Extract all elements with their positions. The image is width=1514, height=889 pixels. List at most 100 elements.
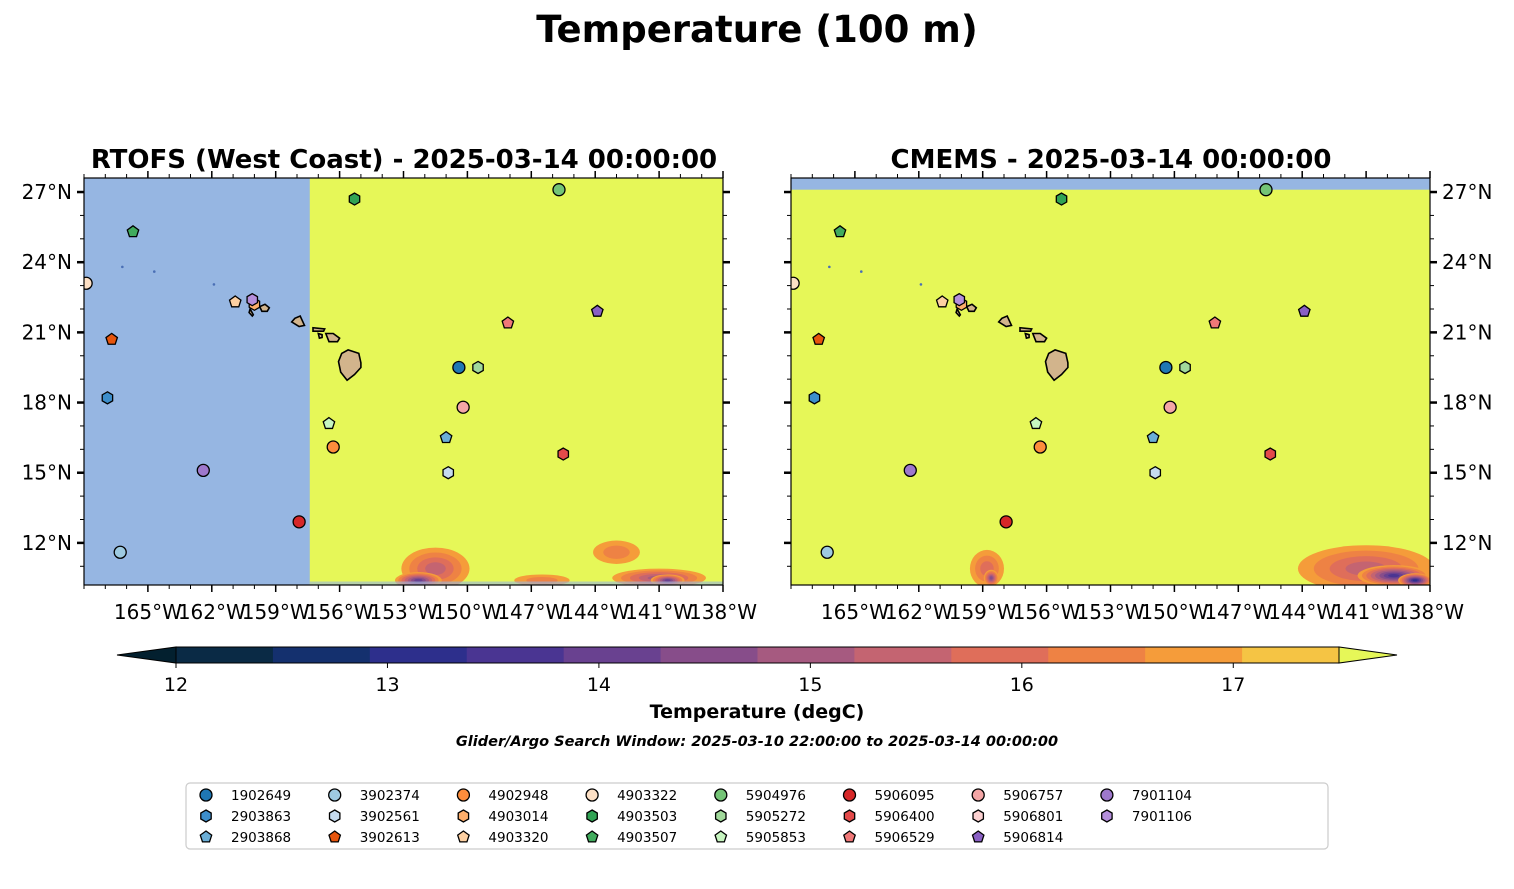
island: [1031, 332, 1048, 343]
island: [1024, 332, 1030, 340]
no-data-region: [84, 178, 310, 585]
panel-right-title: CMEMS - 2025-03-14 00:00:00: [891, 145, 1332, 175]
colorbar-segment: [951, 647, 1049, 663]
islet: [121, 265, 124, 269]
y-tick-label: 27°N: [1442, 180, 1492, 204]
colorbar-frame: [175, 646, 1340, 664]
y-tick-label: 21°N: [1442, 320, 1492, 344]
platform-marker-5906529: [501, 316, 515, 329]
legend-label-5906095: 5906095: [875, 788, 935, 804]
legend-marker-4903507: [585, 830, 599, 843]
colorbar-tick-label: 14: [587, 674, 611, 696]
y-tick-label: 24°N: [22, 250, 72, 274]
legend-marker-5906529: [843, 830, 856, 843]
platform-marker-4903503: [1055, 192, 1068, 206]
legend-label-2903863: 2903863: [231, 809, 291, 825]
platform-marker-5906814: [590, 304, 604, 317]
legend-label-4903322: 4903322: [617, 788, 677, 804]
legend-label-5906801: 5906801: [1003, 809, 1063, 825]
legend-marker-4903322: [585, 788, 599, 802]
colorbar-segment: [176, 647, 274, 663]
platform-marker-5906757: [456, 400, 470, 414]
legend-marker-4903320: [456, 830, 470, 843]
legend-label-3902613: 3902613: [360, 830, 420, 846]
x-tick-label: 141°W: [625, 600, 693, 624]
y-tick-label: 21°N: [22, 320, 72, 344]
legend-marker-3902561: [328, 809, 341, 823]
platform-marker-4903507: [833, 224, 847, 238]
islet: [919, 283, 923, 286]
platform-marker-7901104: [903, 463, 917, 478]
y-tick-label: 18°N: [22, 391, 72, 415]
x-tick-label: 138°W: [1396, 600, 1464, 624]
legend-label-5906400: 5906400: [875, 809, 935, 825]
legend-label-5904976: 5904976: [746, 788, 806, 804]
colorbar-segment: [1048, 647, 1146, 663]
colorbar-tick-label: 16: [1010, 674, 1034, 696]
platform-marker-4902948: [1033, 440, 1047, 454]
platform-marker-5906095: [292, 515, 306, 529]
platform-marker-2903863: [101, 391, 114, 405]
platform-marker-5906757: [1163, 400, 1177, 414]
platform-marker-5904976: [552, 183, 566, 197]
platform-marker-5906814: [1297, 304, 1311, 317]
platform-marker-3902613: [812, 332, 826, 345]
island: [258, 303, 271, 313]
colorbar-tick-label: 15: [798, 674, 822, 696]
platform-marker-4903320: [228, 295, 242, 308]
platform-marker-3902561: [1149, 465, 1162, 480]
y-tick-label: 15°N: [22, 461, 72, 485]
platform-marker-5906095: [999, 515, 1013, 529]
temperature-field: [791, 178, 1430, 585]
colorbar-segment: [272, 647, 371, 663]
platform-marker-7901104: [196, 463, 210, 478]
legend-label-4902948: 4902948: [488, 788, 548, 804]
legend-label-5906757: 5906757: [1003, 788, 1063, 804]
island: [248, 306, 255, 318]
platform-marker-1902649: [1159, 360, 1173, 375]
legend-marker-4903014: [457, 809, 470, 823]
platform-marker-3902561: [442, 465, 455, 480]
islet: [152, 270, 156, 273]
legend-marker-5906095: [842, 788, 857, 802]
legend-marker-2903863: [200, 809, 212, 823]
x-tick-label: 156°W: [306, 600, 374, 624]
x-tick-label: 165°W: [821, 600, 889, 624]
island: [965, 303, 978, 313]
platform-marker-7901106: [953, 292, 966, 307]
colorbar-segment: [563, 647, 662, 663]
x-tick-label: 150°W: [433, 600, 501, 624]
contour-patch: [1412, 579, 1418, 582]
no-data-region: [791, 178, 1430, 190]
contour-patch: [425, 562, 446, 575]
contour-patch: [664, 579, 671, 582]
island: [324, 332, 341, 343]
x-tick-label: 144°W: [561, 600, 629, 624]
panel-left-title: RTOFS (West Coast) - 2025-03-14 00:00:00: [91, 145, 717, 175]
island: [955, 306, 962, 318]
colorbar: 12 13 14 15 16 17: [116, 646, 1398, 696]
legend-label-3902561: 3902561: [360, 809, 420, 825]
islet: [212, 283, 216, 286]
legend-label-5906529: 5906529: [875, 830, 935, 846]
platform-marker-4902948: [326, 440, 340, 454]
x-tick-label: 153°W: [370, 600, 438, 624]
legend-marker-5904976: [714, 788, 728, 802]
x-tick-label: 159°W: [242, 600, 310, 624]
x-tick-label: 165°W: [114, 600, 182, 624]
colorbar-extend-high: [1338, 646, 1398, 664]
legend-label-5905272: 5905272: [746, 809, 806, 825]
colorbar-segment: [757, 647, 855, 663]
colorbar-tick-label: 17: [1221, 674, 1245, 696]
y-tick-label: 12°N: [22, 531, 72, 555]
legend-label-4903507: 4903507: [617, 830, 677, 846]
y-tick-label: 12°N: [1442, 531, 1492, 555]
platform-marker-5906400: [557, 447, 570, 461]
y-tick-label: 27°N: [22, 180, 72, 204]
islet: [828, 265, 831, 269]
legend-marker-7901106: [1101, 809, 1113, 823]
platform-marker-4903322: [791, 276, 800, 290]
platform-marker-4903320: [935, 295, 949, 308]
legend-marker-5905272: [714, 809, 727, 823]
